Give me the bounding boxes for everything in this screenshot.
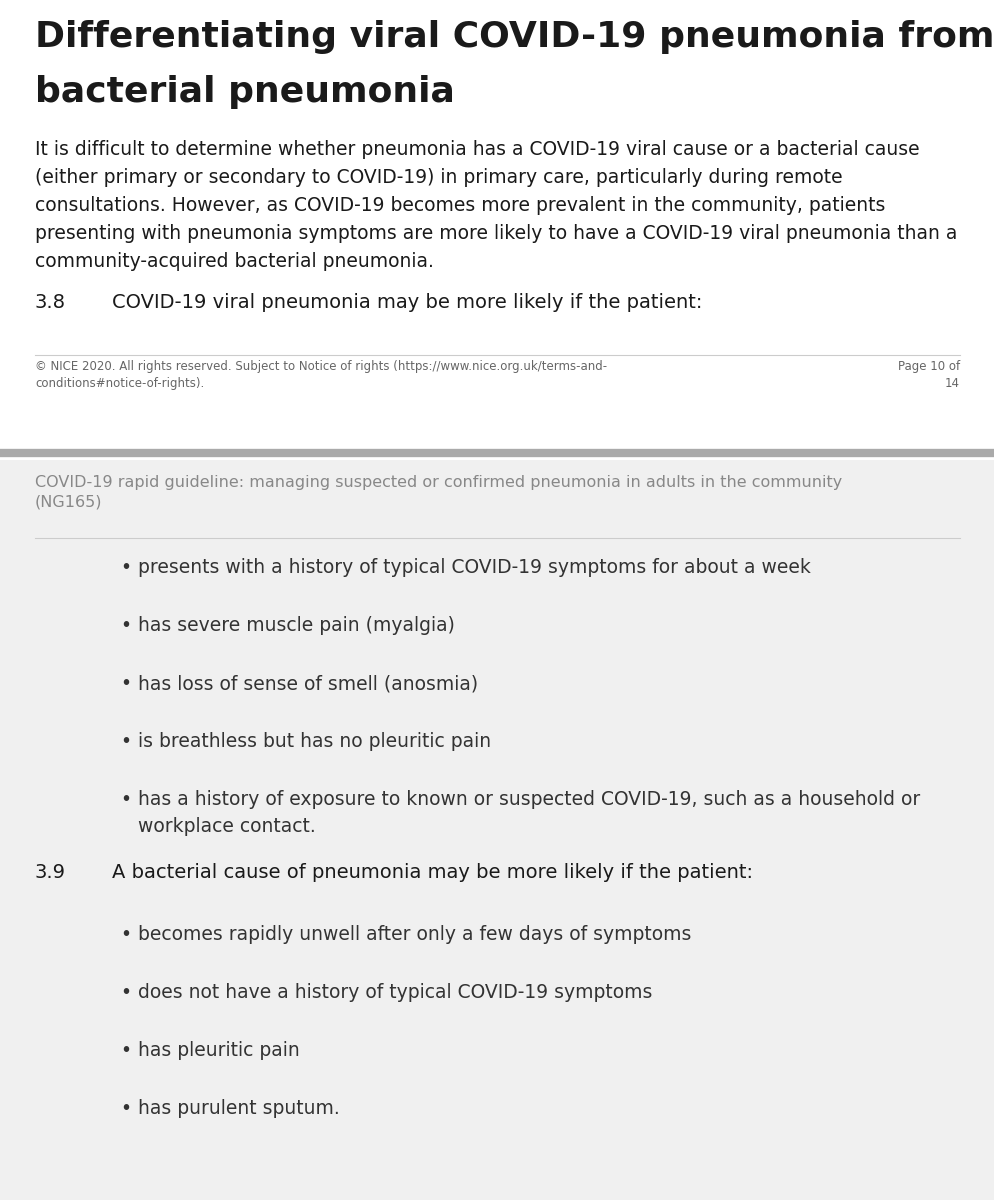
Text: •: •	[120, 616, 131, 635]
Text: •: •	[120, 674, 131, 692]
Text: COVID-19 rapid guideline: managing suspected or confirmed pneumonia in adults in: COVID-19 rapid guideline: managing suspe…	[35, 475, 841, 510]
Text: •: •	[120, 983, 131, 1002]
Text: has loss of sense of smell (anosmia): has loss of sense of smell (anosmia)	[138, 674, 478, 692]
Text: presents with a history of typical COVID-19 symptoms for about a week: presents with a history of typical COVID…	[138, 558, 810, 577]
Text: •: •	[120, 1099, 131, 1118]
Text: has pleuritic pain: has pleuritic pain	[138, 1042, 299, 1060]
Text: •: •	[120, 732, 131, 751]
Text: •: •	[120, 558, 131, 577]
Text: bacterial pneumonia: bacterial pneumonia	[35, 74, 454, 109]
Text: It is difficult to determine whether pneumonia has a COVID-19 viral cause or a b: It is difficult to determine whether pne…	[35, 140, 956, 271]
Text: Differentiating viral COVID-19 pneumonia from: Differentiating viral COVID-19 pneumonia…	[35, 20, 993, 54]
Text: 3.8: 3.8	[35, 293, 66, 312]
Text: •: •	[120, 925, 131, 944]
Text: A bacterial cause of pneumonia may be more likely if the patient:: A bacterial cause of pneumonia may be mo…	[112, 863, 752, 882]
Text: © NICE 2020. All rights reserved. Subject to Notice of rights (https://www.nice.: © NICE 2020. All rights reserved. Subjec…	[35, 360, 606, 390]
Text: is breathless but has no pleuritic pain: is breathless but has no pleuritic pain	[138, 732, 491, 751]
Text: •: •	[120, 1042, 131, 1060]
Text: has severe muscle pain (myalgia): has severe muscle pain (myalgia)	[138, 616, 454, 635]
Text: COVID-19 viral pneumonia may be more likely if the patient:: COVID-19 viral pneumonia may be more lik…	[112, 293, 702, 312]
Text: becomes rapidly unwell after only a few days of symptoms: becomes rapidly unwell after only a few …	[138, 925, 691, 944]
Text: has purulent sputum.: has purulent sputum.	[138, 1099, 339, 1118]
Text: Page 10 of
14: Page 10 of 14	[897, 360, 959, 390]
Text: does not have a history of typical COVID-19 symptoms: does not have a history of typical COVID…	[138, 983, 652, 1002]
Text: has a history of exposure to known or suspected COVID-19, such as a household or: has a history of exposure to known or su…	[138, 790, 919, 835]
Text: 3.9: 3.9	[35, 863, 66, 882]
Text: •: •	[120, 790, 131, 809]
